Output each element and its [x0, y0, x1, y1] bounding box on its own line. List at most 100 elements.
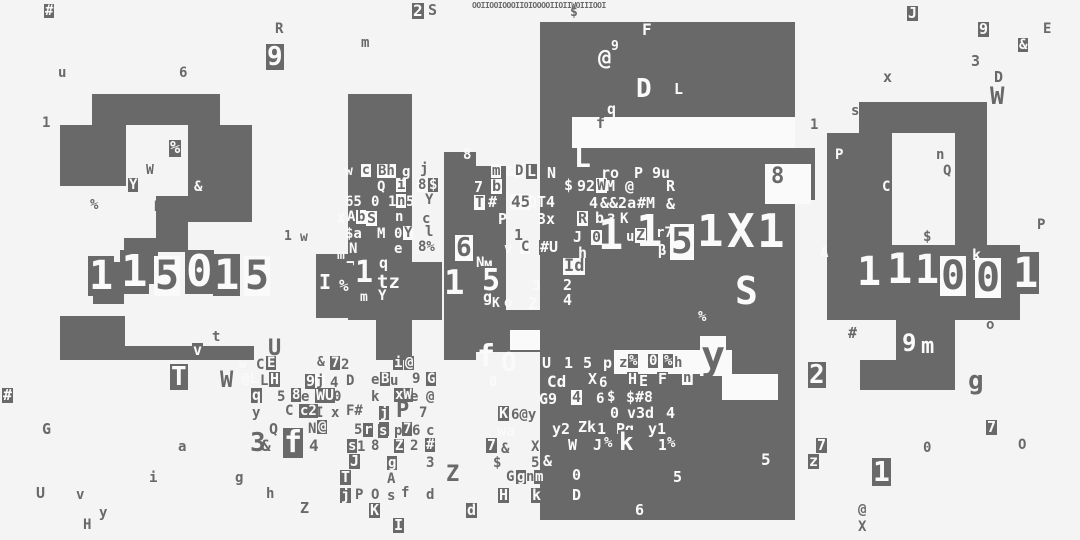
glyph: g: [516, 469, 527, 485]
glyph: 8: [291, 387, 302, 403]
glyph: %: [603, 435, 614, 451]
glyph: L: [574, 141, 591, 174]
glyph: g: [968, 366, 984, 396]
glyph: H: [627, 370, 639, 388]
glyph: c: [422, 211, 431, 227]
glyph: 9: [901, 329, 918, 357]
glyph: n: [936, 147, 945, 163]
glyph: Q: [377, 179, 386, 195]
glyph: 5: [670, 221, 694, 262]
glyph: 0: [975, 255, 1002, 301]
glyph: u: [58, 65, 67, 81]
glyph: 5: [406, 194, 415, 210]
glyph: 0: [609, 404, 621, 422]
ink-block: [92, 94, 220, 125]
glyph: 1: [856, 249, 883, 295]
glyph: &: [1018, 37, 1029, 53]
glyph: K: [620, 211, 629, 227]
glyph: N: [476, 255, 485, 271]
glyph: 5: [583, 354, 593, 372]
glyph: G: [506, 469, 515, 485]
glyph: c: [426, 423, 435, 439]
ink-block: [827, 133, 892, 245]
glyph: W: [220, 368, 234, 393]
glyph: 1: [88, 253, 115, 299]
glyph: A: [347, 209, 356, 225]
glyph: #: [848, 324, 858, 342]
glyph: 1: [42, 115, 51, 131]
glyph: Z: [528, 294, 538, 313]
glyph: 5: [673, 468, 683, 486]
glyph: P: [396, 398, 410, 423]
glyph: 3: [607, 212, 616, 228]
glyph: D: [346, 373, 355, 389]
glyph: %: [666, 435, 677, 451]
glyph: T: [474, 193, 486, 211]
glyph: t: [212, 329, 221, 345]
glyph: 0: [394, 226, 403, 242]
glyph: 7: [474, 178, 484, 196]
glyph: WU: [315, 386, 336, 404]
glyph: 8%: [418, 239, 435, 255]
glyph: o: [504, 295, 513, 311]
glyph: G9: [539, 390, 558, 408]
glyph: C: [882, 179, 891, 195]
glyph: $: [563, 176, 575, 194]
glyph: 5: [531, 455, 540, 471]
glyph: %: [339, 276, 349, 295]
glyph: m: [921, 334, 935, 359]
glyph: a: [178, 439, 187, 455]
glyph: @L: [241, 371, 258, 387]
glyph: s: [851, 103, 860, 119]
glyph: v: [504, 241, 513, 257]
glyph: G: [42, 420, 52, 438]
glyph: L: [674, 80, 684, 98]
glyph: 2: [808, 360, 826, 390]
glyph: #: [44, 3, 55, 19]
glyph: 2: [410, 438, 419, 454]
glyph: s: [378, 423, 389, 439]
glyph: b: [491, 177, 503, 195]
glyph: 6: [596, 391, 605, 407]
glyph: r: [363, 422, 374, 438]
glyph: R: [577, 209, 589, 227]
glyph: U: [36, 484, 46, 502]
glyph: 9: [978, 20, 990, 38]
glyph: 9: [611, 39, 619, 54]
glyph: U: [542, 354, 552, 372]
glyph: Y: [128, 177, 139, 193]
glyph: e: [371, 372, 380, 388]
glyph: ro: [601, 164, 620, 182]
glyph: Y: [403, 225, 414, 241]
glyph: &&2a: [600, 194, 637, 212]
glyph: E: [1043, 21, 1052, 37]
glyph: %: [663, 353, 674, 369]
glyph: 6: [412, 423, 421, 439]
glyph: 1: [357, 439, 366, 455]
glyph: W: [146, 163, 154, 178]
glyph: T: [170, 362, 188, 392]
glyph: 7: [402, 421, 413, 437]
glyph: P: [835, 147, 844, 163]
glyph: A: [387, 471, 396, 487]
glyph: @: [625, 177, 635, 195]
glyph: wa: [497, 422, 516, 440]
glyph: r7: [656, 225, 673, 241]
glyph: G: [426, 371, 437, 387]
glyph: m: [361, 35, 370, 51]
glyph: @: [426, 389, 435, 405]
glyph: y: [252, 405, 261, 421]
glyph: @: [404, 355, 415, 371]
glyph: z: [808, 452, 820, 470]
glyph: W: [568, 436, 578, 454]
glyph: x: [883, 68, 893, 86]
glyph: Z: [635, 226, 647, 244]
glyph: C: [285, 403, 294, 419]
glyph: T: [340, 468, 352, 486]
glyph: 1: [213, 250, 241, 299]
glyph: Z: [300, 499, 310, 517]
glyph: v: [76, 487, 85, 503]
glyph: $: [606, 389, 617, 405]
glyph: 6: [599, 375, 608, 391]
glyph: n: [682, 370, 693, 386]
